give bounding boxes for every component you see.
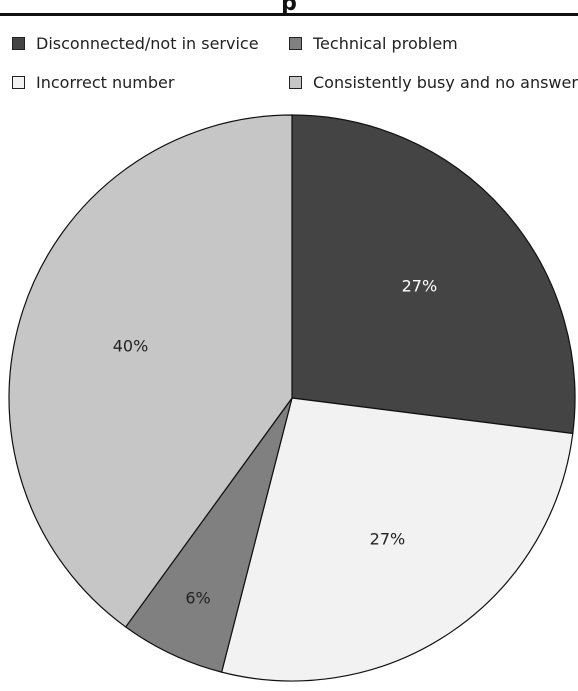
legend-swatch-busy	[289, 76, 302, 89]
legend-swatch-incorrect	[12, 76, 25, 89]
slice-label-disconnected: 27%	[402, 277, 438, 296]
top-rule	[0, 13, 578, 16]
legend-item-incorrect: Incorrect number	[12, 73, 174, 92]
legend-label-incorrect: Incorrect number	[36, 73, 175, 92]
legend-item-disconnected: Disconnected/not in service	[12, 34, 259, 53]
legend-item-technical: Technical problem	[289, 34, 458, 53]
slice-disconnected	[291, 114, 576, 435]
legend-label-busy: Consistently busy and no answer	[313, 73, 578, 92]
chart-title-fragment: p	[281, 0, 297, 16]
slice-label-busy: 40%	[113, 337, 149, 356]
legend-swatch-technical	[289, 37, 302, 50]
legend-label-disconnected: Disconnected/not in service	[36, 34, 259, 53]
legend: Disconnected/not in service Technical pr…	[0, 30, 578, 100]
slice-incorrect	[220, 397, 574, 682]
slice-label-technical: 6%	[185, 589, 210, 608]
legend-swatch-disconnected	[12, 37, 25, 50]
slice-label-incorrect: 27%	[370, 529, 406, 548]
slice-busy	[8, 114, 293, 628]
legend-label-technical: Technical problem	[313, 34, 458, 53]
legend-item-busy: Consistently busy and no answer	[289, 73, 578, 92]
